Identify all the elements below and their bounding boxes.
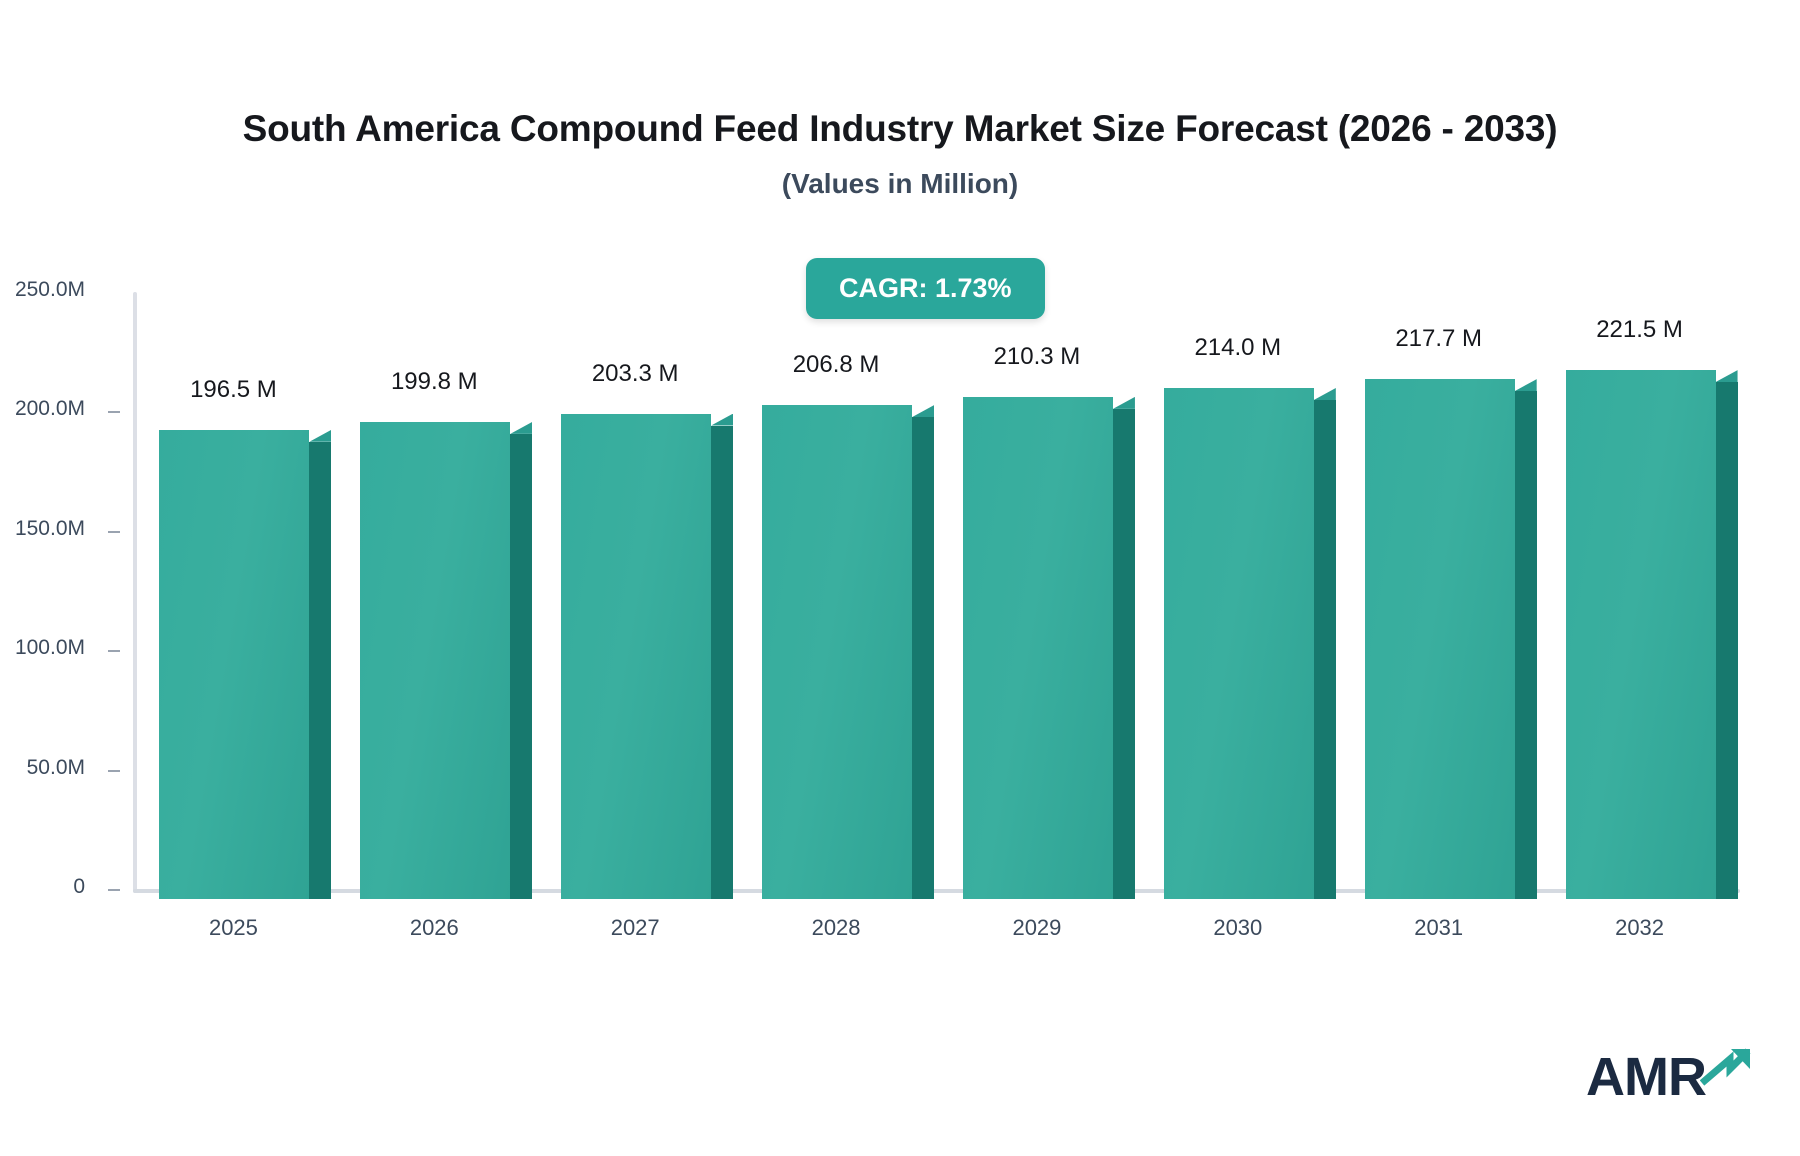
x-tick-label: 2026 bbox=[409, 915, 459, 940]
plot-area bbox=[133, 286, 1740, 899]
bar[interactable] bbox=[1163, 387, 1336, 899]
x-tick-label: 2031 bbox=[1414, 915, 1464, 940]
bar-value-label: 206.8 M bbox=[792, 351, 880, 379]
bar[interactable] bbox=[1565, 370, 1738, 899]
bar-face bbox=[1163, 387, 1314, 899]
y-tick-mark bbox=[108, 650, 120, 653]
bar-top-bevel bbox=[1313, 387, 1336, 400]
bar-value-label: 217.7 M bbox=[1395, 325, 1483, 353]
bar-side-shading bbox=[912, 417, 935, 899]
x-tick-label: 2027 bbox=[610, 915, 660, 940]
bar[interactable] bbox=[962, 396, 1135, 899]
y-tick-mark bbox=[108, 411, 120, 414]
bar-side-shading bbox=[1514, 391, 1537, 899]
bar-top-bevel bbox=[912, 405, 935, 418]
bar-top-bevel bbox=[711, 413, 734, 426]
x-tick-label: 2028 bbox=[811, 915, 861, 940]
bar-value-label: 214.0 M bbox=[1194, 333, 1282, 361]
bar-side-shading bbox=[309, 441, 332, 899]
x-tick-label: 2032 bbox=[1615, 915, 1665, 940]
bar[interactable] bbox=[762, 405, 935, 899]
y-tick-mark bbox=[108, 769, 120, 772]
chart-subtitle: (Values in Million) bbox=[781, 168, 1019, 199]
bar-side-shading bbox=[1112, 408, 1135, 899]
bar-top-bevel bbox=[510, 421, 533, 434]
bar-face bbox=[762, 405, 913, 899]
bar-side-shading bbox=[1715, 382, 1738, 899]
bar-side-shading bbox=[1313, 399, 1336, 899]
bar-top-bevel bbox=[1715, 370, 1738, 383]
y-tick-mark bbox=[108, 889, 120, 891]
cagr-badge: CAGR: 1.73% bbox=[806, 258, 1045, 319]
x-axis-line bbox=[133, 889, 1740, 893]
y-tick-label: 50.0M bbox=[26, 755, 85, 779]
bar-top-bevel bbox=[1514, 379, 1537, 392]
bar-top-bevel bbox=[309, 429, 332, 442]
y-tick-mark bbox=[108, 530, 120, 533]
y-tick-label: 0 bbox=[73, 875, 85, 898]
x-tick-label: 2029 bbox=[1012, 915, 1062, 940]
bar[interactable] bbox=[360, 421, 533, 899]
bar-face bbox=[1364, 379, 1515, 899]
bar-face bbox=[561, 413, 712, 899]
chart-title: South America Compound Feed Industry Mar… bbox=[242, 108, 1558, 149]
bar-side-shading bbox=[510, 433, 533, 899]
y-tick-label: 100.0M bbox=[14, 636, 85, 660]
bar-value-label: 210.3 M bbox=[993, 342, 1081, 370]
bar-value-label: 221.5 M bbox=[1596, 316, 1683, 344]
y-tick-label: 150.0M bbox=[14, 516, 85, 540]
amr-wordmark: AMR bbox=[1586, 1047, 1707, 1107]
bar-value-label: 203.3 M bbox=[591, 359, 679, 387]
bar-value-label: 199.8 M bbox=[390, 367, 478, 395]
bar-face bbox=[159, 429, 310, 899]
y-tick-label: 250.0M bbox=[14, 278, 85, 301]
bar[interactable] bbox=[159, 429, 332, 899]
bar-top-bevel bbox=[1112, 396, 1135, 409]
x-tick-label: 2025 bbox=[208, 915, 258, 940]
y-axis-labels: 250.0M 200.0M 150.0M 100.0M 50.0M 0 bbox=[0, 0, 133, 1156]
amr-logo: AMR bbox=[1586, 1047, 1752, 1104]
y-tick-label: 200.0M bbox=[14, 397, 85, 421]
bar[interactable] bbox=[561, 413, 734, 899]
bar-value-label: 196.5 M bbox=[190, 375, 277, 403]
y-axis-line bbox=[133, 292, 137, 893]
bar-face bbox=[1565, 370, 1716, 899]
bar-face bbox=[962, 396, 1113, 899]
bar[interactable] bbox=[1364, 379, 1537, 899]
growth-arrow-icon bbox=[1699, 1047, 1752, 1092]
bar-face bbox=[360, 421, 511, 899]
bar-side-shading bbox=[711, 425, 734, 899]
x-tick-label: 2030 bbox=[1213, 915, 1263, 940]
